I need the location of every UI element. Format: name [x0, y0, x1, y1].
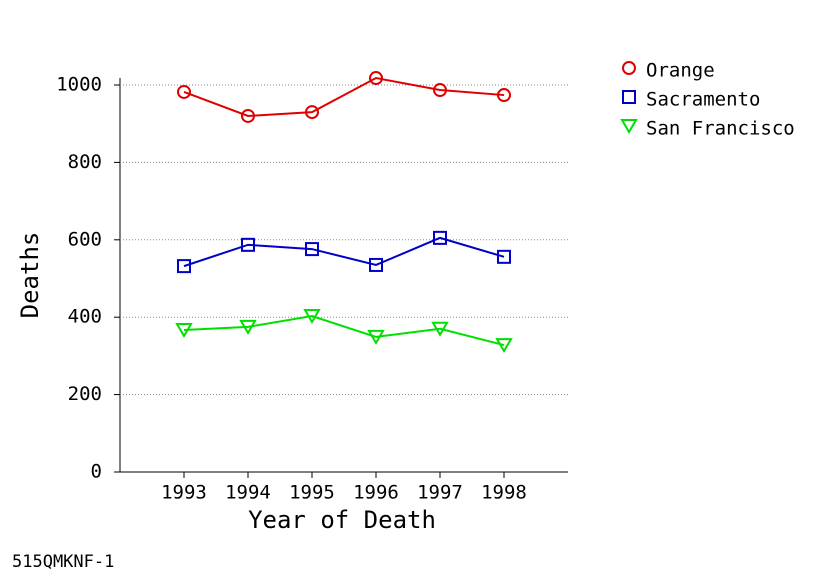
x-tick-label: 1997 [417, 482, 463, 504]
point [177, 259, 191, 274]
point [305, 105, 319, 120]
point [303, 309, 321, 325]
point [305, 242, 319, 257]
point [367, 329, 385, 345]
y-tick-label: 1000 [56, 74, 102, 96]
x-axis-label: Year of Death [248, 506, 436, 534]
point [369, 71, 383, 86]
x-tick-label: 1993 [161, 482, 207, 504]
point [497, 88, 511, 103]
y-tick-label: 200 [68, 383, 102, 405]
point [369, 257, 383, 272]
y-tick-label: 600 [68, 228, 102, 250]
point [177, 84, 191, 99]
x-tick-label: 1994 [225, 482, 271, 504]
legend-marker [620, 119, 638, 134]
y-tick-label: 400 [68, 306, 102, 328]
point [497, 249, 511, 264]
legend-marker [622, 61, 636, 75]
legend-label: San Francisco [646, 118, 795, 140]
series-line [183, 76, 505, 117]
point [241, 108, 255, 123]
point [241, 237, 255, 252]
x-tick-label: 1995 [289, 482, 335, 504]
y-axis-label: Deaths [16, 232, 44, 319]
series-line [183, 315, 505, 347]
legend-marker [622, 90, 636, 104]
x-tick-label: 1998 [481, 482, 527, 504]
footnote: 515QMKNF-1 [12, 552, 114, 572]
legend-label: Sacramento [646, 89, 760, 111]
point [239, 319, 257, 335]
point [433, 230, 447, 245]
x-tick-label: 1996 [353, 482, 399, 504]
point [495, 338, 513, 354]
legend-label: Orange [646, 60, 715, 82]
y-tick-label: 0 [91, 461, 102, 483]
y-tick-label: 800 [68, 151, 102, 173]
point [431, 321, 449, 337]
point [433, 83, 447, 98]
point [175, 322, 193, 338]
series-line [183, 236, 505, 268]
